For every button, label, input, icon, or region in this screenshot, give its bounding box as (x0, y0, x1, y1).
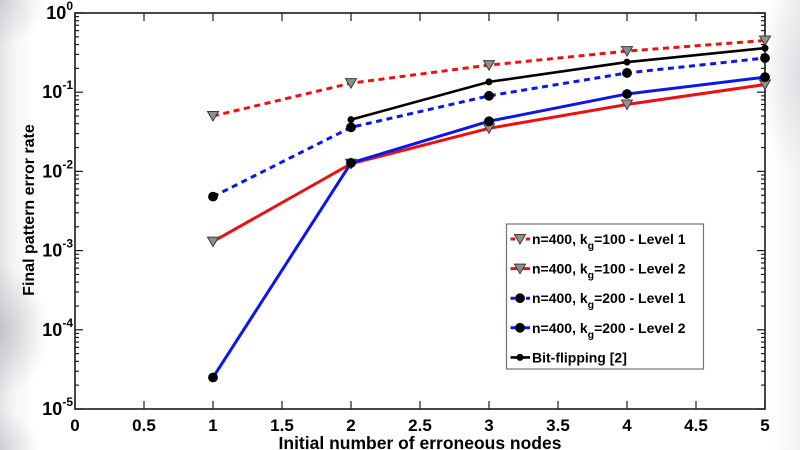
x-tick-label: 0.5 (132, 416, 156, 435)
legend-label: Bit-flipping [2] (532, 349, 627, 365)
data-point-marker (484, 90, 494, 101)
data-point-marker (620, 46, 634, 58)
legend-label: n=400, kg=100 - Level 2 (532, 261, 686, 282)
data-point-marker (623, 58, 631, 66)
legend-sample-marker (513, 234, 527, 245)
x-tick-label: 1 (208, 416, 217, 435)
data-point-marker (347, 116, 355, 124)
legend-sample-marker (515, 322, 525, 333)
legend-item-2: n=400, kg=200 - Level 1 (510, 290, 686, 311)
y-tick-label: 100 (46, 0, 73, 23)
x-tick-label: 4 (622, 416, 632, 435)
y-axis-title: Final pattern error rate (21, 124, 38, 296)
data-point-marker (622, 68, 632, 78)
x-tick-label: 4.5 (684, 416, 708, 435)
legend-item-0: n=400, kg=100 - Level 1 (510, 231, 686, 252)
data-point-marker (206, 111, 220, 123)
series-markers-3 (208, 72, 770, 383)
x-axis-title: Initial number of erroneous nodes (278, 433, 562, 450)
legend-label: n=400, kg=200 - Level 2 (532, 320, 686, 341)
data-point-marker (344, 78, 358, 90)
data-point-marker (208, 372, 218, 383)
legend-box (505, 223, 705, 370)
axis-tick-labels: 0 0.5 1 1.5 2 2.5 3 3.5 4 4.5 5 100 10-1 10-2 10-3 10-4… (42, 0, 769, 435)
data-point-marker (760, 72, 770, 83)
series-markers-4 (347, 44, 769, 124)
legend-label: n=400, kg=200 - Level 1 (532, 290, 686, 311)
x-tick-label: 2.5 (408, 416, 432, 435)
series-markers-2 (208, 53, 770, 202)
legend-label: n=400, kg=100 - Level 1 (532, 231, 686, 252)
legend-item-4: Bit-flipping [2] (510, 349, 627, 365)
x-tick-label: 3 (484, 416, 493, 435)
y-tick-label: 10-5 (42, 395, 73, 419)
legend-item-1: n=400, kg=100 - Level 2 (510, 261, 686, 282)
y-tick-label: 10-1 (42, 78, 73, 102)
series-markers (206, 35, 772, 383)
data-point-marker (346, 122, 356, 133)
x-tick-label: 3.5 (546, 416, 570, 435)
data-point-marker (485, 78, 493, 86)
x-tick-label: 0 (70, 416, 79, 435)
y-tick-label: 10-3 (42, 237, 73, 261)
data-point-marker (208, 191, 218, 202)
x-tick-label: 2 (346, 416, 355, 435)
data-point-marker (482, 60, 496, 72)
legend-item-3: n=400, kg=200 - Level 2 (510, 320, 686, 341)
y-tick-label: 10-4 (42, 316, 73, 340)
series-line-2 (212, 56, 766, 198)
legend-sample-marker (513, 263, 527, 275)
data-point-marker (620, 99, 634, 111)
data-point-marker (346, 158, 356, 168)
axis-box (74, 12, 766, 410)
x-tick-label: 1.5 (270, 416, 294, 435)
data-point-marker (484, 116, 494, 127)
data-point-marker (206, 236, 220, 248)
series-line-4 (349, 46, 767, 121)
legend: n=400, kg=100 - Level 1 n=400, kg=100 - L… (505, 223, 705, 370)
legend-sample-marker (515, 293, 525, 304)
data-point-marker (622, 89, 632, 99)
y-tick-label: 10-2 (42, 157, 73, 181)
series-markers-0 (206, 35, 772, 123)
legend-sample-marker (516, 353, 524, 361)
x-tick-label: 5 (760, 416, 769, 435)
data-point-marker (760, 53, 770, 63)
data-point-marker (758, 35, 772, 47)
data-point-marker (761, 44, 769, 52)
